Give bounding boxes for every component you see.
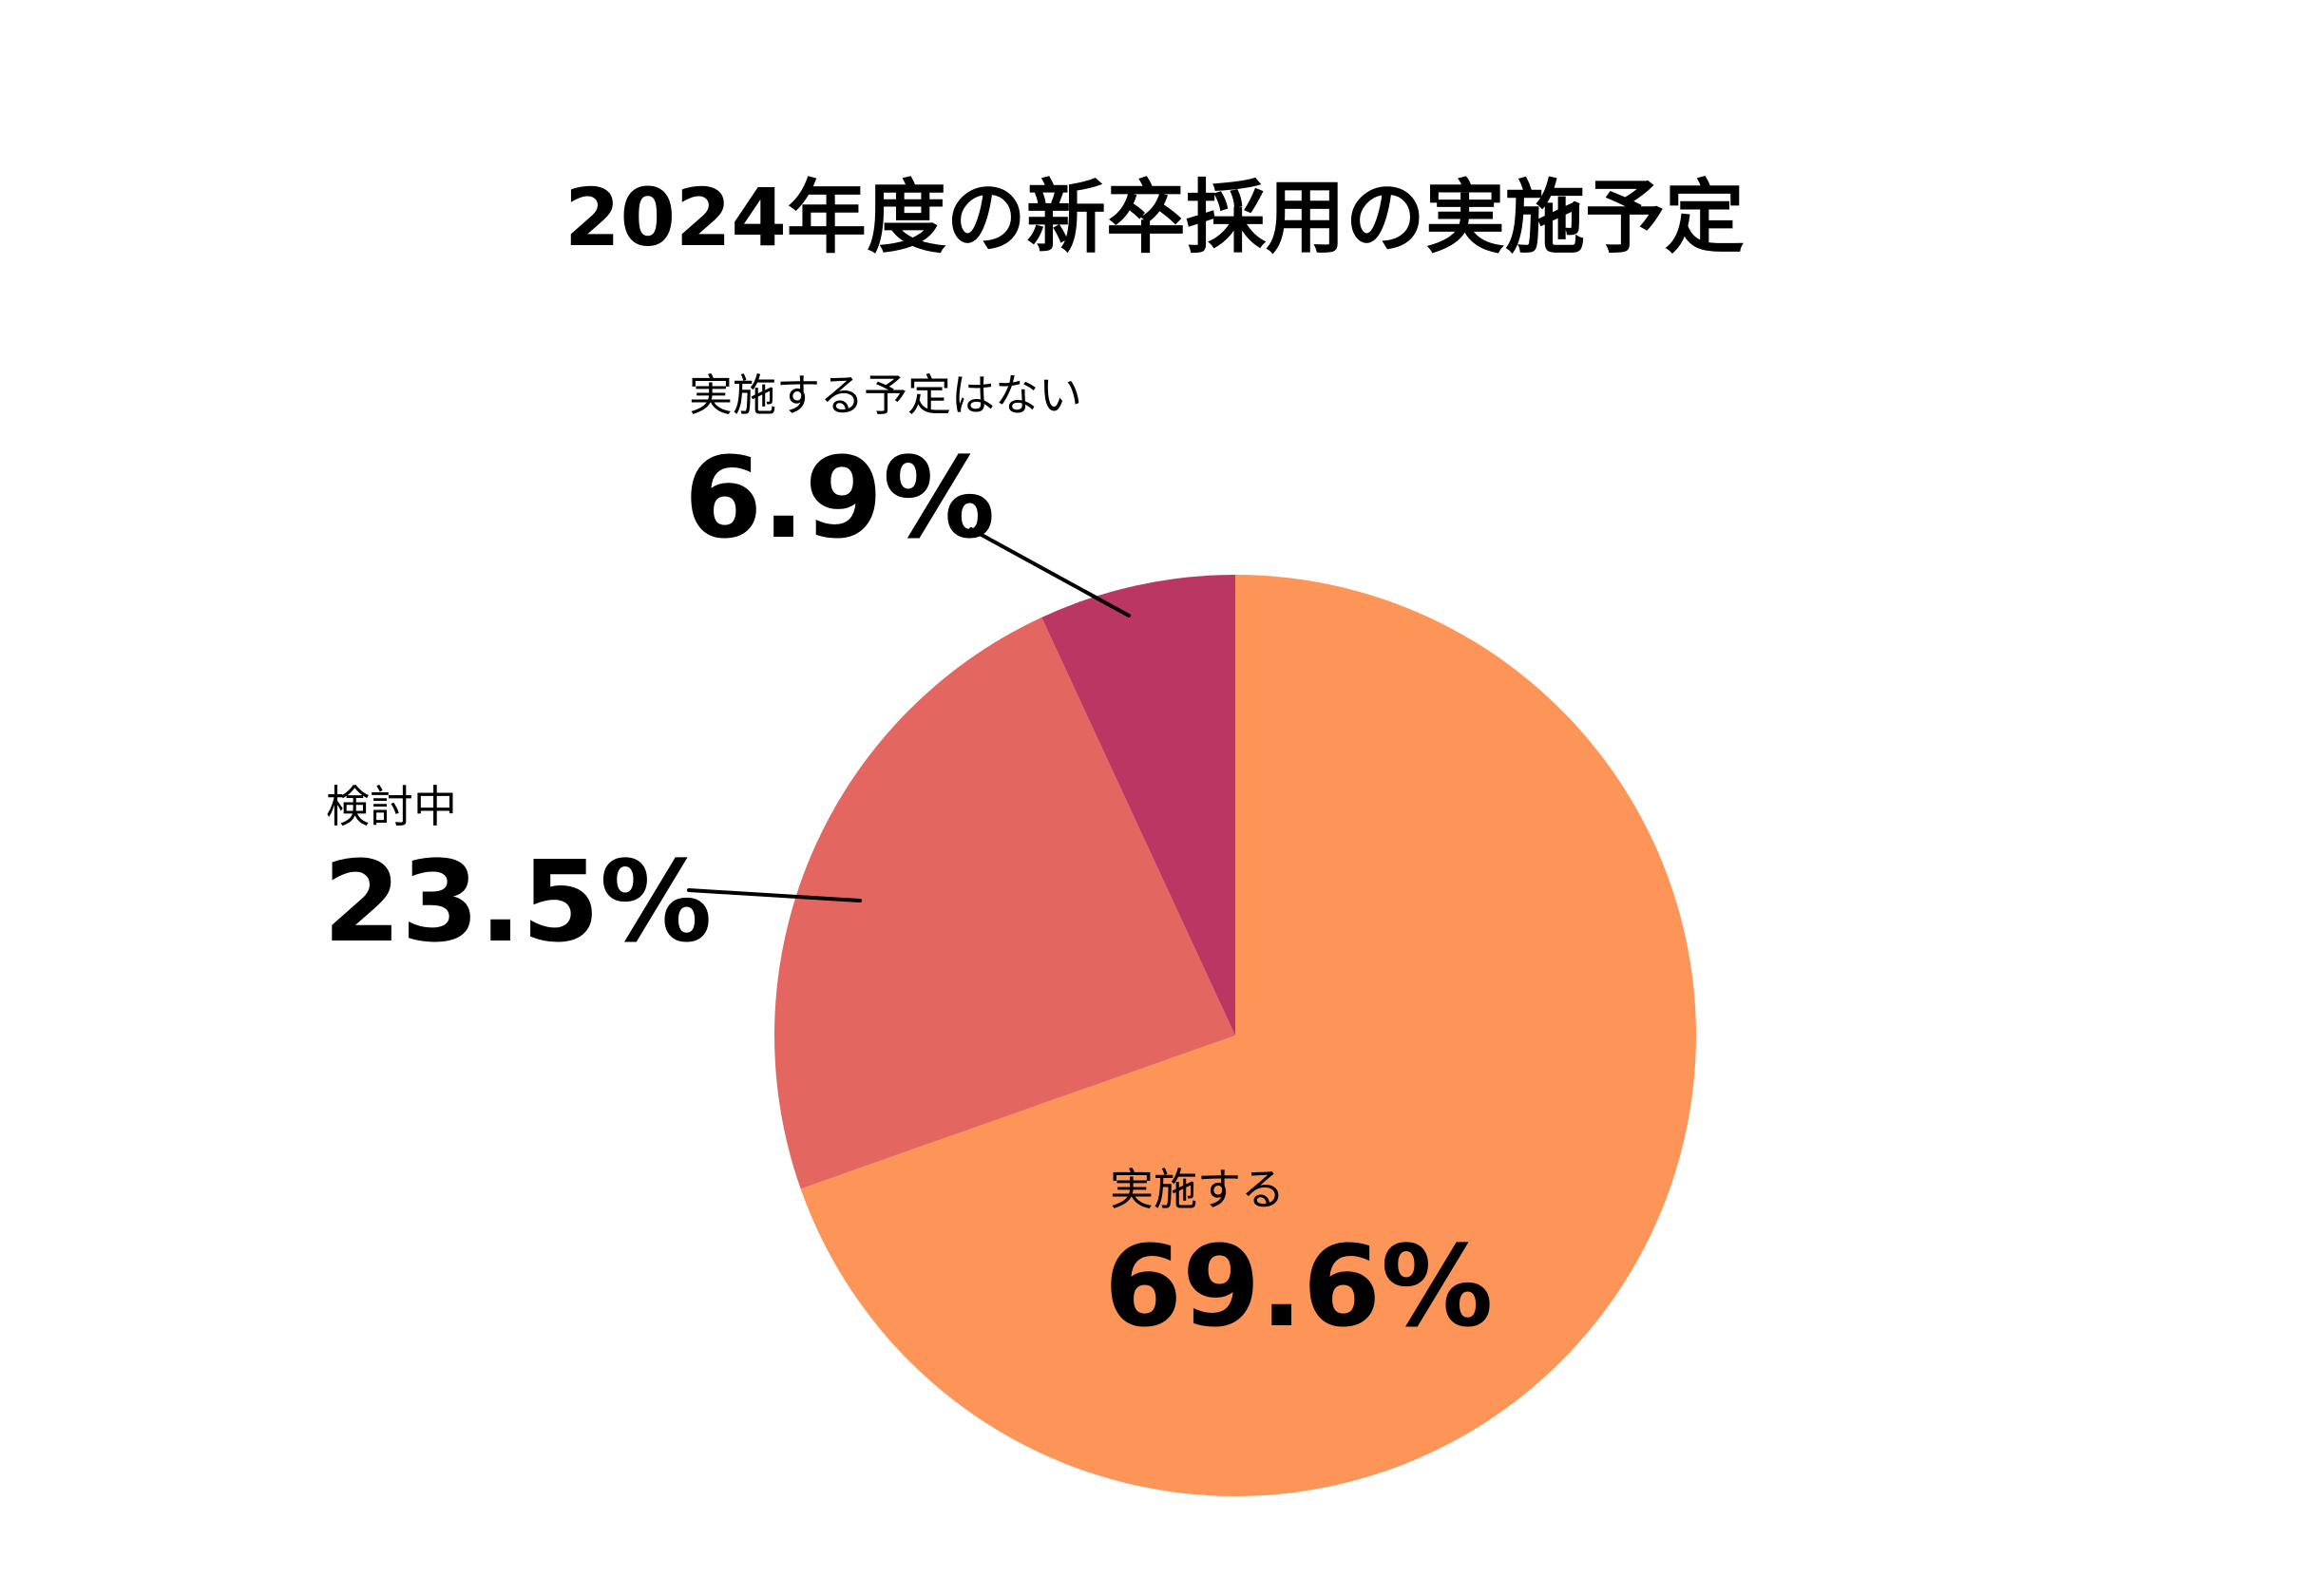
chart-title: 2024年度の新卒採用の実施予定: [564, 171, 1745, 264]
leader-line: [969, 527, 1131, 618]
slice-label: 検討中: [326, 781, 457, 832]
slice-value-label: 23.5%: [323, 836, 712, 967]
leader-lines: [687, 527, 1131, 902]
pie-slice: [1041, 575, 1235, 1036]
slice-label: 実施する予定はない: [689, 370, 1082, 421]
pie-slice: [773, 617, 1235, 1189]
pie-slice: [800, 575, 1696, 1496]
slice-value-label: 69.6%: [1104, 1221, 1493, 1352]
slice-value-label: 6.9%: [684, 432, 995, 563]
slice-label: 実施する: [1110, 1164, 1285, 1215]
leader-line: [687, 888, 862, 902]
pie-slices: [773, 575, 1696, 1496]
